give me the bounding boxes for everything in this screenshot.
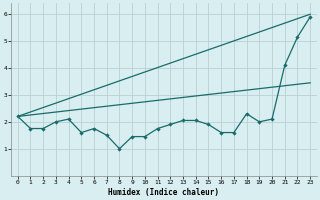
X-axis label: Humidex (Indice chaleur): Humidex (Indice chaleur)	[108, 188, 220, 197]
